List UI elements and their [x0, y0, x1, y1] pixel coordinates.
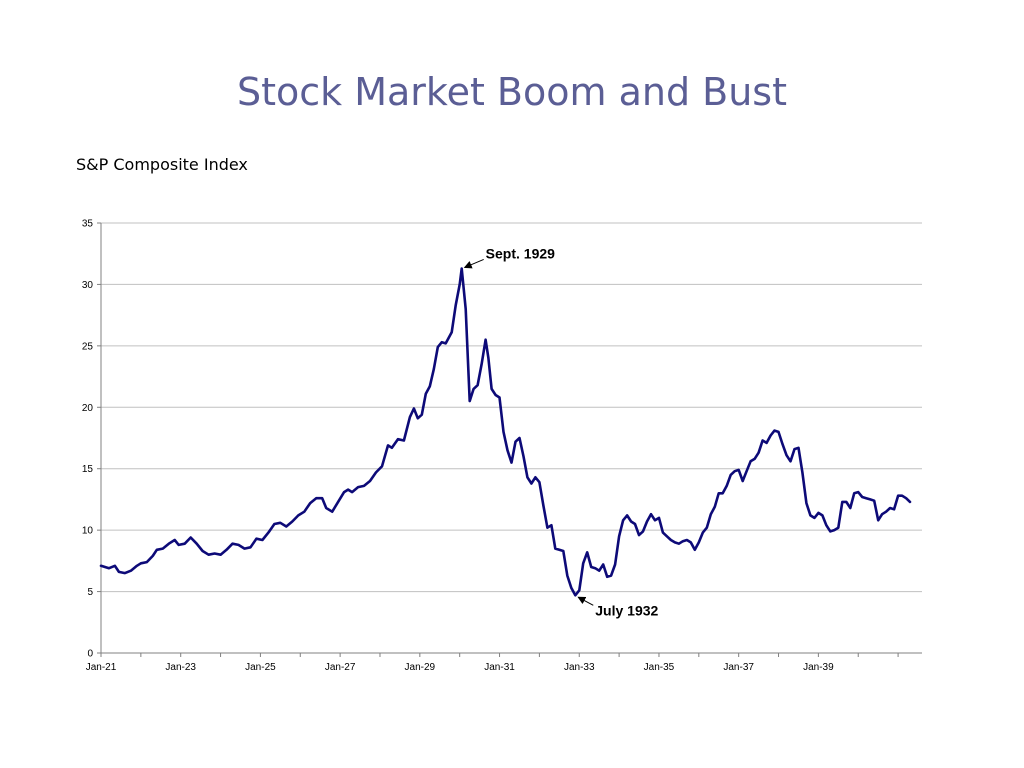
series-line [99, 267, 912, 597]
y-tick-label: 10 [82, 526, 94, 537]
y-tick-label: 30 [82, 280, 94, 291]
annotation-label: Sept. 1929 [486, 245, 555, 261]
y-tick-label: 25 [82, 341, 94, 352]
x-tick-label: Jan-23 [165, 662, 196, 673]
annotations: Sept. 1929 July 1932 [463, 245, 659, 618]
annotation-label: July 1932 [595, 602, 658, 618]
y-tick-label: 20 [82, 403, 94, 414]
x-tick-label: Jan-39 [803, 662, 834, 673]
y-tick-label: 15 [82, 464, 94, 475]
y-tick-label: 5 [87, 587, 93, 598]
axes [97, 222, 922, 657]
x-tick-label: Jan-21 [86, 662, 117, 673]
y-tick-label: 35 [82, 219, 94, 230]
y-axis-tick-labels: 0 5 10 15 20 25 30 35 [82, 219, 94, 660]
x-tick-label: Jan-25 [245, 662, 276, 673]
annotation-arrow [463, 258, 484, 269]
x-tick-label: Jan-31 [484, 662, 515, 673]
x-tick-label: Jan-29 [405, 662, 436, 673]
y-tick-label: 0 [87, 649, 93, 660]
chart-subtitle: S&P Composite Index [76, 155, 248, 174]
x-tick-label: Jan-37 [723, 662, 754, 673]
x-tick-label: Jan-27 [325, 662, 356, 673]
x-axis-tick-labels: Jan-21 Jan-23 Jan-25 Jan-27 Jan-29 Jan-31 Jan-… [86, 662, 834, 673]
x-tick-label: Jan-35 [644, 662, 675, 673]
slide-title: Stock Market Boom and Bust [236, 70, 788, 114]
series-layer [99, 267, 912, 597]
grid-lines [101, 222, 922, 593]
annotation-arrow [577, 596, 594, 606]
x-tick-label: Jan-33 [564, 662, 595, 673]
